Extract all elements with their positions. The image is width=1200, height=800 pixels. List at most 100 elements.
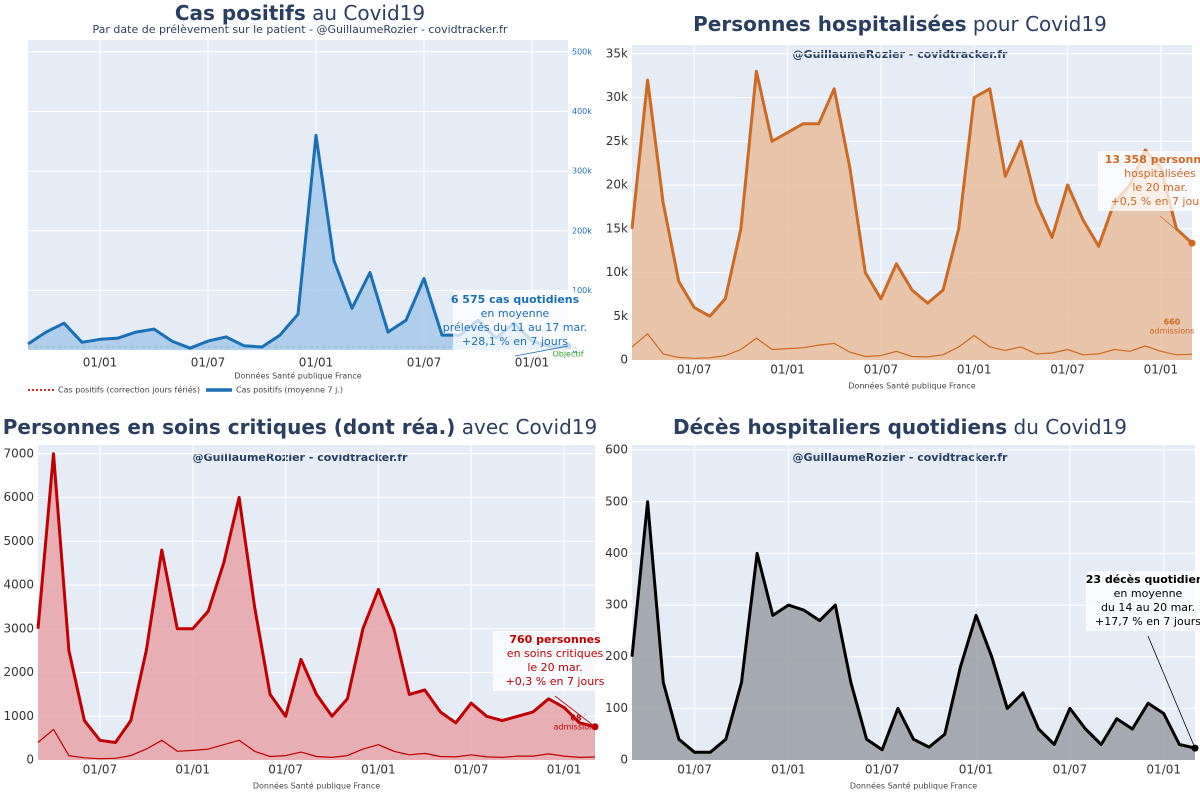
y-tick-label: 25k <box>606 134 628 148</box>
sub-annotation: 660 <box>1164 318 1181 327</box>
x-tick-label: 01/01 <box>83 356 118 370</box>
title-bold: Décès hospitaliers quotidiens <box>673 415 1007 439</box>
y-tick-label: 200k <box>572 226 592 235</box>
y-tick-label: 300k <box>572 167 592 176</box>
annotation-text: en soins critiques <box>507 647 604 660</box>
x-tick-label: 01/01 <box>770 363 805 377</box>
title-rest: du Covid19 <box>1007 415 1127 439</box>
annotation-text: du 14 au 20 mar. <box>1101 601 1195 614</box>
x-tick-label: 01/07 <box>1050 363 1085 377</box>
title-bold: Personnes hospitalisées <box>693 12 966 36</box>
annotation-arrow <box>1159 215 1193 244</box>
legend-label: Cas positifs (moyenne 7 j.) <box>236 386 343 395</box>
subtitle: @GuillaumeRozier - covidtracker.fr <box>193 451 408 464</box>
x-tick-label: 01/01 <box>547 763 582 777</box>
y-tick-label: 3000 <box>3 621 34 635</box>
y-tick-label: 200 <box>605 649 628 663</box>
x-tick-label: 01/01 <box>515 356 550 370</box>
annotation-arrow <box>1147 635 1196 749</box>
y-tick-label: 0 <box>620 353 628 367</box>
x-tick-label: 01/07 <box>1053 763 1088 777</box>
title-rest: au Covid19 <box>306 1 425 25</box>
subtitle: @GuillaumeRozier - covidtracker.fr <box>793 451 1008 464</box>
annotation-text: prélevés du 11 au 17 mar. <box>443 321 587 334</box>
chart-title: Décès hospitaliers quotidiens du Covid19 <box>673 415 1127 439</box>
x-tick-label: 01/01 <box>361 763 396 777</box>
area <box>632 501 1195 760</box>
y-tick-label: 2000 <box>3 665 34 679</box>
y-tick-label: 300 <box>605 598 628 612</box>
line <box>630 500 1196 754</box>
annotation-arrow <box>554 695 596 728</box>
sub-annotation: admissions <box>1150 327 1195 336</box>
y-tick-label: 10k <box>606 265 628 279</box>
x-tick-label: 01/07 <box>677 363 712 377</box>
title-rest: avec Covid19 <box>455 415 597 439</box>
subtitle: Par date de prélèvement sur le patient -… <box>93 23 508 36</box>
source: Données Santé publique France <box>234 371 361 381</box>
chart-title: Personnes hospitalisées pour Covid19 <box>693 12 1107 36</box>
chart-title: Cas positifs au Covid19 <box>175 1 425 25</box>
x-tick-label: 01/07 <box>191 356 226 370</box>
y-tick-label: 100 <box>605 701 628 715</box>
sub-line <box>631 333 1193 359</box>
line <box>630 69 1194 318</box>
source: Données Santé publique France <box>253 781 380 791</box>
annotation-text: 760 personnes <box>509 633 601 646</box>
annotation-text: le 20 mar. <box>1132 181 1187 194</box>
annotation-box <box>1098 151 1200 211</box>
legend-label: Cas positifs (correction jours fériés) <box>58 385 200 395</box>
y-tick-label: 0 <box>620 753 628 767</box>
annotation-text: 23 décès quotidiens <box>1086 573 1200 586</box>
annotation-text: +17,7 % en 7 jours <box>1095 615 1200 628</box>
annotation-box <box>493 631 617 691</box>
y-tick-label: 7000 <box>3 446 34 460</box>
title-bold: Cas positifs <box>175 1 306 25</box>
sub-line <box>37 728 596 760</box>
y-tick-label: 400k <box>572 107 592 116</box>
annotation-text: en moyenne <box>481 307 550 320</box>
annotation-text: le 20 mar. <box>527 661 582 674</box>
x-tick-label: 01/07 <box>865 763 900 777</box>
x-tick-label: 01/01 <box>1144 363 1179 377</box>
y-tick-label: 500k <box>572 47 592 56</box>
chart-panel: Décès hospitaliers quotidiens du Covid19… <box>605 415 1200 791</box>
annotation-text: hospitalisées <box>1124 167 1196 180</box>
annotation-box <box>1086 571 1200 631</box>
y-tick-label: 6000 <box>3 490 34 504</box>
annotation-text: 13 358 personnes <box>1105 153 1200 166</box>
area <box>632 71 1192 361</box>
title-bold: Personnes en soins critiques (dont réa.) <box>3 415 456 439</box>
chart-panel: Personnes hospitalisées pour Covid19 @Gui… <box>606 12 1200 391</box>
x-tick-label: 01/01 <box>299 356 334 370</box>
y-tick-label: 35k <box>606 46 628 60</box>
annotation-text: +0,5 % en 7 jours <box>1111 195 1200 208</box>
x-tick-label: 01/01 <box>175 763 210 777</box>
source: Données Santé publique France <box>850 781 977 791</box>
y-tick-label: 20k <box>606 178 628 192</box>
x-tick-label: 01/07 <box>454 763 489 777</box>
x-tick-label: 01/07 <box>83 763 118 777</box>
x-tick-label: 01/01 <box>1146 763 1181 777</box>
y-tick-label: 0 <box>26 753 34 767</box>
y-tick-label: 600 <box>605 443 628 457</box>
annotation-text: 6 575 cas quotidiens <box>451 293 580 306</box>
annotation-box <box>453 291 577 351</box>
y-tick-label: 4000 <box>3 578 34 592</box>
annotation-arrow <box>514 345 569 357</box>
y-tick-label: 5k <box>613 309 628 323</box>
chart-title: Personnes en soins critiques (dont réa.)… <box>3 415 597 439</box>
area <box>38 453 595 760</box>
y-tick-label: 500 <box>605 494 628 508</box>
y-tick-label: 100k <box>572 286 592 295</box>
x-tick-label: 01/01 <box>959 763 994 777</box>
x-tick-label: 01/07 <box>407 356 442 370</box>
x-tick-label: 01/01 <box>771 763 806 777</box>
y-tick-label: 1000 <box>3 709 34 723</box>
y-tick-label: 5000 <box>3 534 34 548</box>
x-tick-label: 01/07 <box>677 763 712 777</box>
x-tick-label: 01/07 <box>864 363 899 377</box>
x-tick-label: 01/01 <box>957 363 992 377</box>
y-tick-label: 15k <box>606 221 628 235</box>
x-tick-label: 01/07 <box>268 763 303 777</box>
